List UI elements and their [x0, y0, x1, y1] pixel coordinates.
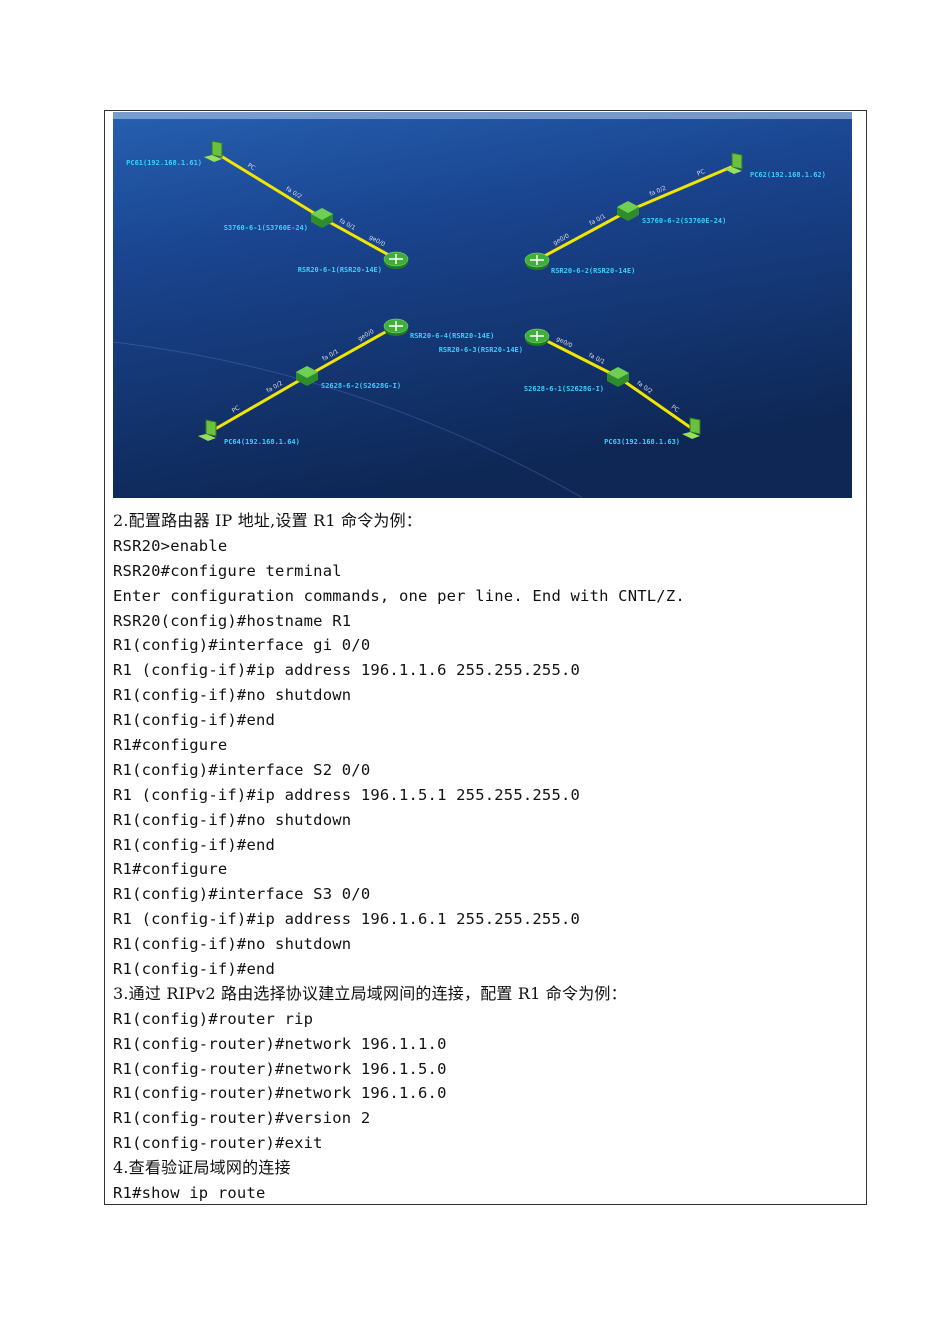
command-line: R1#show ip route [113, 1184, 266, 1203]
pc-keyboard-icon [198, 434, 216, 441]
router-arrows-icon [389, 321, 403, 331]
command-line: R1(config)#router rip [113, 1009, 314, 1028]
switch3760-node[interactable] [311, 208, 333, 228]
device-label: RSR20-6-2(RSR20-14E) [551, 267, 635, 275]
command-line: R1#configure [113, 860, 228, 879]
document-table-cell [104, 110, 867, 1205]
command-line: RSR20(config)#hostname R1 [113, 611, 352, 630]
command-line: R1(config-if)#no shutdown [113, 686, 352, 705]
device-label: S2628-6-1(S2628G-I) [524, 385, 604, 393]
switch-top-icon [296, 366, 318, 378]
command-line: R1 (config-if)#ip address 196.1.1.6 255.… [113, 661, 581, 680]
device-label: RSR20-6-3(RSR20-14E) [439, 346, 523, 354]
command-line: R1(config-if)#no shutdown [113, 810, 352, 829]
link-line [617, 375, 695, 432]
nodes-group: PC61(192.168.1.61) S3760-6-1(S3760E-24) RS… [126, 140, 826, 446]
command-line: RSR20>enable [113, 536, 228, 555]
pc-node[interactable] [682, 417, 701, 439]
switch-top-icon [617, 201, 639, 213]
command-line: R1(config-if)#end [113, 711, 276, 730]
pc-icon [731, 152, 743, 170]
device-label: PC61(192.168.1.61) [126, 159, 202, 167]
command-line: Enter configuration commands, one per li… [113, 586, 685, 605]
switch2628-node[interactable] [607, 367, 629, 387]
command-line: R1(config-router)#exit [113, 1134, 323, 1153]
port-label: PC [696, 168, 706, 178]
pc-icon [205, 419, 217, 437]
pc-keyboard-icon [724, 167, 742, 174]
pc-node[interactable] [204, 140, 223, 162]
router-node[interactable] [383, 251, 409, 269]
command-line: R1(config-router)#network 196.1.1.0 [113, 1034, 447, 1053]
switch-top-icon [311, 208, 333, 220]
command-line: RSR20#configure terminal [113, 561, 342, 580]
link-line [306, 324, 397, 378]
device-label: S2628-6-2(S2628G-I) [321, 382, 401, 390]
router-node[interactable] [383, 318, 409, 336]
device-label: RSR20-6-1(RSR20-14E) [298, 266, 382, 274]
switch-top-icon [607, 367, 629, 379]
pc-icon [211, 140, 223, 158]
command-line: R1 (config-if)#ip address 196.1.6.1 255.… [113, 910, 581, 929]
link-line [321, 216, 397, 261]
port-label: PC [670, 404, 680, 414]
device-label: PC62(192.168.1.62) [750, 171, 826, 179]
device-label: PC64(192.168.1.64) [224, 438, 300, 446]
link-line [209, 374, 308, 434]
pc-node[interactable] [198, 419, 217, 441]
link-line [627, 163, 737, 213]
router-node[interactable] [524, 328, 550, 346]
device-label: S3760-6-2(S3760E-24) [642, 217, 726, 225]
command-line: R1(config-router)#network 196.1.6.0 [113, 1084, 447, 1103]
pc-node[interactable] [724, 152, 743, 174]
switch2628-node[interactable] [296, 366, 318, 386]
pc-icon [689, 417, 701, 435]
router-arrows-icon [530, 331, 544, 341]
switch3760-node[interactable] [617, 201, 639, 221]
section-heading: 2.配置路由器 IP 地址,设置 R1 命令为例： [113, 511, 423, 530]
document-text-body: 2.配置路由器 IP 地址,设置 R1 命令为例： RSR20>enable RSR… [113, 509, 863, 1206]
device-label: PC63(192.168.1.63) [604, 438, 680, 446]
device-label: S3760-6-1(S3760E-24) [224, 224, 308, 232]
link-line [536, 334, 619, 379]
command-line: R1(config)#interface S3 0/0 [113, 885, 371, 904]
port-label: PC [231, 405, 241, 415]
diagram-top-bar [113, 112, 852, 119]
link-line [215, 151, 323, 220]
pc-keyboard-icon [682, 432, 700, 439]
diagram-background [113, 112, 852, 498]
command-line: R1#configure [113, 736, 228, 755]
command-line: R1(config-if)#end [113, 835, 276, 854]
section-heading: 3.通过 RIPv2 路由选择协议建立局域网间的连接，配置 R1 命令为例： [113, 983, 627, 1003]
router-arrows-icon [530, 255, 544, 265]
router-arrows-icon [389, 254, 403, 264]
command-line: R1 (config-if)#ip address 196.1.5.1 255.… [113, 785, 581, 804]
command-line: R1(config)#interface gi 0/0 [113, 636, 371, 655]
background-curve [113, 341, 584, 498]
command-line: R1(config-router)#version 2 [113, 1109, 371, 1128]
router-node[interactable] [524, 252, 550, 270]
command-line: R1(config)#interface S2 0/0 [113, 760, 371, 779]
port-label: PC [246, 162, 256, 172]
command-line: R1(config-if)#end [113, 960, 276, 979]
device-label: RSR20-6-4(RSR20-14E) [410, 332, 494, 340]
section-heading: 4.查看验证局域网的连接 [113, 1158, 291, 1178]
command-line: R1(config-if)#no shutdown [113, 935, 352, 954]
pc-keyboard-icon [204, 155, 222, 162]
command-line: R1(config-router)#network 196.1.5.0 [113, 1059, 447, 1078]
link-line [536, 209, 629, 262]
